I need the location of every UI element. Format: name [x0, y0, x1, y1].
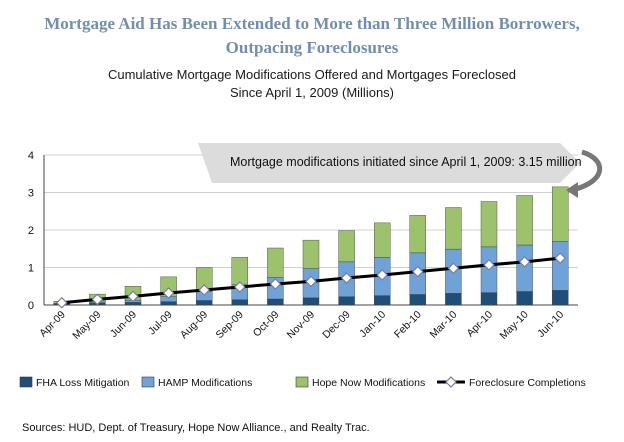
callout-shape	[198, 143, 580, 183]
bar-hope-now-modifications	[338, 230, 355, 263]
bar-hope-now-modifications	[231, 257, 249, 285]
callout-text: Mortgage modifications initiated since A…	[230, 155, 582, 169]
bar-fha-loss-mitigation	[124, 302, 142, 306]
x-tick-label: Apr-10	[464, 309, 495, 340]
x-tick-label: Jan-10	[357, 309, 388, 340]
foreclosure-marker	[518, 256, 531, 268]
foreclosure-marker	[269, 278, 282, 290]
legend: FHA Loss Mitigation HAMP Modifications Hop…	[19, 376, 586, 389]
bar-fha-loss-mitigation	[445, 293, 462, 306]
foreclosure-marker	[127, 290, 139, 303]
bar-hope-now-modifications	[302, 239, 320, 269]
y-tick-label: 1	[28, 263, 34, 275]
bar-hope-now-modifications	[552, 186, 569, 242]
x-tick-label: Aug-09	[178, 309, 211, 342]
bar-fha-loss-mitigation	[160, 301, 177, 306]
y-tick-label: 4	[28, 150, 34, 162]
bar-fha-loss-mitigation	[480, 292, 498, 306]
y-tick-label: 0	[28, 300, 34, 312]
foreclosure-marker	[55, 296, 68, 309]
bar-hamp-modifications	[516, 244, 533, 292]
foreclosure-marker	[554, 252, 567, 264]
source-note: Sources: HUD, Dept. of Treasury, Hope No…	[22, 422, 370, 434]
foreclosure-marker	[198, 284, 211, 296]
bar-fha-loss-mitigation	[338, 296, 355, 306]
foreclosure-marker	[91, 293, 104, 306]
callout-arrow	[571, 149, 603, 193]
bar-fha-loss-mitigation	[267, 298, 284, 306]
legend-swatch	[141, 376, 155, 388]
chart-title-line1: Mortgage Aid Has Been Extended to More t…	[44, 14, 580, 33]
y-tick-label: 3	[28, 188, 34, 200]
foreclosure-marker	[233, 281, 246, 293]
bar-fha-loss-mitigation	[516, 291, 533, 306]
foreclosure-marker	[340, 272, 353, 284]
bar-hope-now-modifications	[445, 207, 462, 250]
legend-label: Hope Now Modifications	[312, 377, 425, 389]
chart-subtitle-line2: Since April 1, 2009 (Millions)	[229, 85, 395, 100]
foreclosure-marker	[447, 262, 460, 275]
x-tick-label: Sep-09	[213, 309, 246, 342]
callout-arrow-head	[566, 182, 578, 198]
bar-hamp-modifications	[552, 241, 569, 291]
bar-fha-loss-mitigation	[302, 297, 320, 306]
y-tick-label: 2	[28, 225, 34, 237]
chart-title-line2: Outpacing Foreclosures	[225, 38, 399, 57]
x-axis-ticks: Apr-09 May-09 Jun-09 Jul-09 Aug-09 Sep-09 Oct-…	[37, 309, 566, 342]
bar-fha-loss-mitigation	[195, 300, 213, 306]
bar-hope-now-modifications	[267, 247, 284, 278]
bar-hope-now-modifications	[516, 195, 533, 246]
x-tick-label: Oct-09	[251, 309, 282, 340]
foreclosure-marker	[162, 287, 175, 299]
x-tick-label: Jun-10	[535, 309, 566, 340]
legend-swatch	[295, 376, 309, 388]
legend-label: HAMP Modifications	[158, 377, 252, 389]
x-tick-label: Jun-09	[108, 309, 139, 340]
x-tick-label: Feb-10	[392, 309, 424, 341]
x-tick-label: Nov-09	[285, 309, 318, 342]
bar-fha-loss-mitigation	[552, 290, 569, 306]
legend-label: FHA Loss Mitigation	[36, 377, 130, 389]
foreclosure-marker	[376, 269, 389, 281]
bar-hope-now-modifications	[374, 222, 391, 258]
y-axis-ticks: 0 1 2 3 4	[28, 150, 34, 312]
bar-fha-loss-mitigation	[409, 294, 426, 306]
foreclosure-marker	[305, 275, 317, 288]
bar-fha-loss-mitigation	[374, 295, 391, 306]
x-tick-label: May-09	[70, 309, 103, 342]
bar-fha-loss-mitigation	[231, 299, 249, 306]
legend-label: Foreclosure Completions	[469, 377, 586, 389]
x-tick-label: Dec-09	[320, 309, 353, 342]
bar-hope-now-modifications	[480, 201, 498, 248]
mortgage-chart: 0 1 2 3 4 Apr-09 May-09 Jun-09 Jul-09 Aug-09 Sep-…	[19, 143, 603, 389]
x-tick-label: Mar-10	[428, 309, 460, 341]
x-tick-label: Apr-09	[37, 309, 68, 340]
callout-box: Mortgage modifications initiated since A…	[198, 143, 603, 198]
foreclosure-marker	[411, 265, 424, 278]
chart-subtitle-line1: Cumulative Mortgage Modifications Offere…	[107, 67, 517, 82]
foreclosure-line	[55, 252, 567, 309]
bar-series	[53, 186, 569, 306]
legend-marker	[445, 376, 457, 388]
x-tick-label: Jul-09	[146, 309, 175, 338]
x-tick-label: May-10	[497, 309, 530, 342]
bar-hope-now-modifications	[409, 215, 426, 254]
foreclosure-marker	[483, 259, 495, 271]
legend-swatch	[19, 376, 33, 388]
